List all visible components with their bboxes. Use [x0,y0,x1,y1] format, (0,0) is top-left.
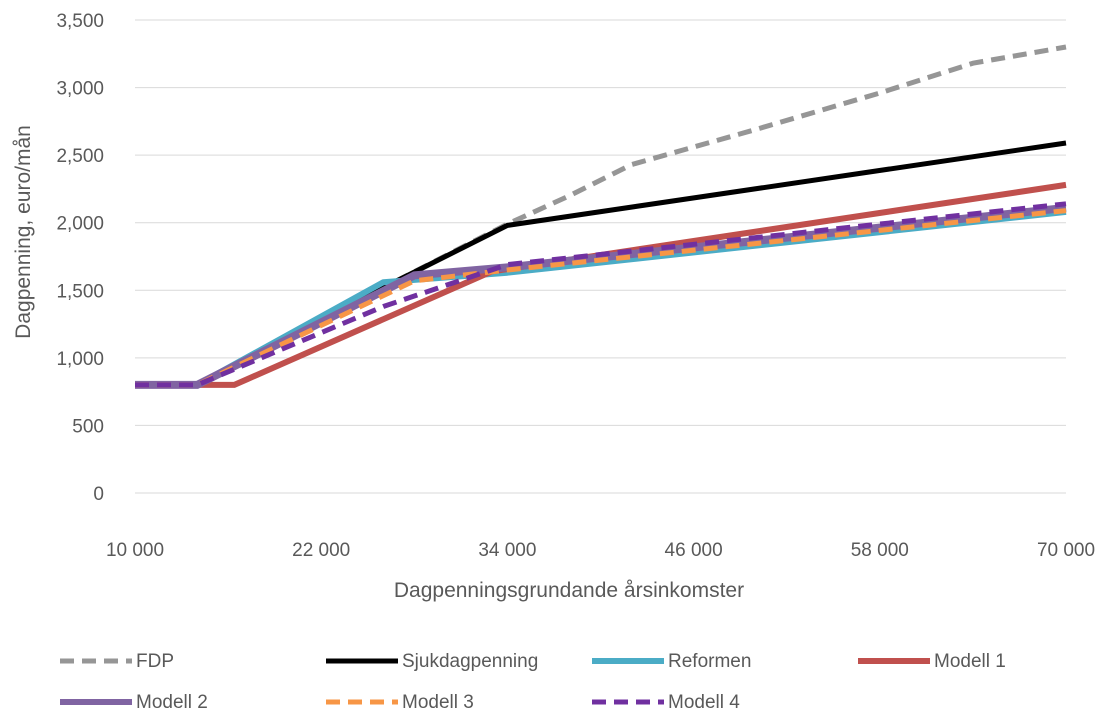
y-tick-label: 1,500 [56,281,104,302]
legend-label: Modell 3 [402,692,474,713]
y-tick-label: 0 [93,484,104,505]
y-tick-label: 3,000 [56,79,104,100]
legend-label: Modell 1 [934,651,1006,672]
x-tick-label: 58 000 [851,540,909,561]
legend: FDP Sjukdagpenning Reformen Modell 1 Modell … [60,651,1006,713]
x-axis-title: Dagpenningsgrundande årsinkomster [394,579,744,602]
x-tick-label: 34 000 [478,540,536,561]
x-tick-label: 46 000 [665,540,723,561]
x-tick-label: 70 000 [1037,540,1095,561]
legend-label: Sjukdagpenning [402,651,538,672]
x-tick-label: 22 000 [292,540,350,561]
series-line-modell-4 [135,201,1067,388]
y-tick-label: 1,000 [56,349,104,370]
legend-label: Modell 2 [136,692,208,713]
x-axis-ticks: 10 000 22 000 34 000 46 000 58 000 70 000 [106,540,1095,561]
series-line-reformen [135,208,1067,388]
y-tick-label: 2,000 [56,214,104,235]
y-tick-label: 2,500 [56,146,104,167]
y-tick-label: 3,500 [56,11,104,32]
series-line-fdp [135,44,1067,388]
series-line-modell-2 [135,203,1067,389]
x-tick-label: 10 000 [106,540,164,561]
y-tick-label: 500 [72,416,104,437]
legend-label: Modell 4 [668,692,740,713]
legend-label: FDP [136,651,174,672]
y-axis-ticks: 0 500 1,000 1,500 2,000 2,500 3,000 3,500 [56,11,104,505]
y-axis-title: Dagpenning, euro/mån [12,125,35,339]
legend-label: Reformen [668,651,751,672]
series-line-modell-3 [135,208,1067,388]
series-lines [135,44,1067,389]
